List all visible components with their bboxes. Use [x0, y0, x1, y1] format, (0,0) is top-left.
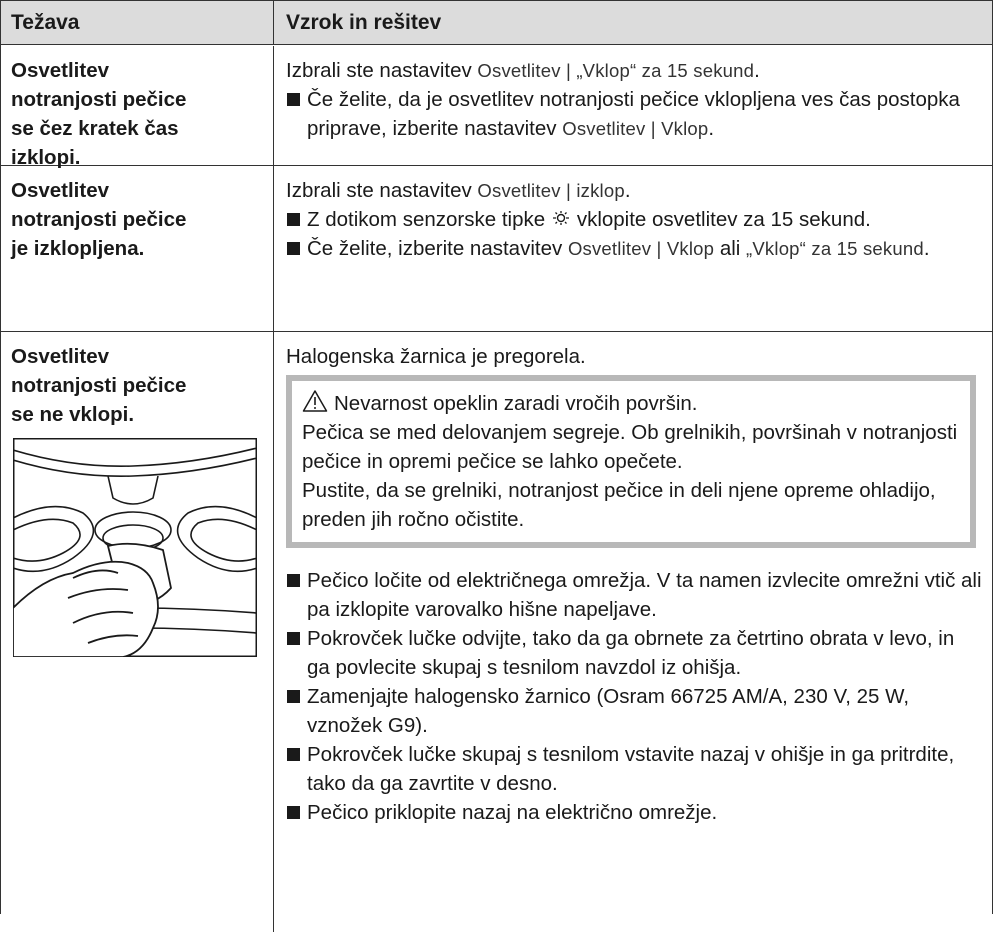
step: Pokrovček lučke skupaj s tesnilom vstavi… [286, 740, 982, 798]
text: ali [714, 237, 747, 260]
step-list: Pečico ločite od električnega omrežja. V… [286, 556, 982, 827]
bullet [287, 806, 300, 819]
warning-title: Nevarnost opeklin zaradi vročih površin. [302, 389, 960, 418]
bullet [287, 93, 300, 106]
header-cell: Vzrok in rešitev [273, 1, 992, 44]
text: Če želite, da je osvetlitev notranjosti … [307, 88, 960, 140]
header-row: Težava Vzrok in rešitev [1, 1, 992, 45]
table-row: Osvetlitev notranjosti pečice se čez kra… [1, 46, 992, 169]
step: Če želite, izberite nastavitev Osvetlite… [286, 234, 982, 263]
solution-cell: Izbrali ste nastavitev Osvetlitev | „Vkl… [273, 46, 992, 165]
step: Pokrovček lučke odvijte, tako da ga obrn… [286, 624, 982, 682]
table-row: Osvetlitev notranjosti pečice je izklopl… [1, 166, 992, 332]
solution-cell: Halogenska žarnica je pregorela. Nevarno… [273, 332, 992, 932]
setting: Osvetlitev | Vklop [567, 238, 715, 259]
text: Pokrovček lučke skupaj s tesnilom vstavi… [307, 743, 955, 795]
bullet [287, 242, 300, 255]
solution-cell: Izbrali ste nastavitev Osvetlitev | izkl… [273, 166, 992, 331]
problem-text: notranjosti pečice [11, 88, 187, 111]
problem-text: se čez kratek čas [11, 117, 179, 140]
text: Če želite, izberite nastavitev [307, 237, 568, 260]
step: Z dotikom senzorske tipke vklopite osvet… [286, 205, 982, 234]
bullet [287, 574, 300, 587]
illustration [13, 438, 257, 657]
warning-icon [302, 390, 328, 412]
bullet [287, 690, 300, 703]
step: Pečico ločite od električnega omrežja. V… [286, 566, 982, 624]
setting: „Vklop“ za 15 sekund [746, 238, 924, 259]
problem-text: se ne vklopi. [11, 403, 135, 426]
problem-text: Osvetlitev [11, 179, 109, 202]
bullet [287, 213, 300, 226]
text: Zamenjajte halogensko žarnico (Osram 667… [307, 685, 910, 737]
text: Z dotikom senzorske tipke [307, 208, 551, 231]
step: Pečico priklopite nazaj na električno om… [286, 798, 982, 827]
cause: Izbrali ste nastavitev Osvetlitev | izkl… [286, 176, 982, 205]
warning-text: Pečica se med delovanjem segreje. Ob gre… [302, 421, 958, 473]
problem-cell: Osvetlitev notranjosti pečice se ne vklo… [1, 342, 273, 429]
problem-text: Osvetlitev [11, 345, 109, 368]
text: . [708, 117, 715, 140]
step: Če želite, da je osvetlitev notranjosti … [286, 85, 982, 143]
text: Izbrali ste nastavitev [286, 59, 478, 82]
setting: Osvetlitev | izklop [477, 180, 625, 201]
cause: Halogenska žarnica je pregorela. [286, 345, 586, 368]
problem-text: notranjosti pečice [11, 374, 187, 397]
setting: Osvetlitev | Vklop [562, 118, 709, 139]
problem-cell: Osvetlitev notranjosti pečice je izklopl… [1, 176, 273, 263]
problem-text: Osvetlitev [11, 59, 109, 82]
warning-text: Pustite, da se grelniki, notranjost peči… [302, 479, 936, 531]
text: vklopite osvetlitev za 15 sekund. [576, 208, 871, 231]
text: . [754, 59, 760, 82]
text: Nevarnost opeklin zaradi vročih površin. [334, 392, 698, 415]
text: . [923, 237, 930, 260]
text: Pečico priklopite nazaj na električno om… [307, 801, 718, 824]
text: Izbrali ste nastavitev [286, 179, 478, 202]
table-row: Osvetlitev notranjosti pečice se ne vklo… [1, 332, 992, 932]
text: . [624, 179, 631, 202]
cause: Izbrali ste nastavitev Osvetlitev | „Vkl… [286, 56, 982, 85]
bullet [287, 748, 300, 761]
step: Zamenjajte halogensko žarnico (Osram 667… [286, 682, 982, 740]
setting: Osvetlitev | „Vklop“ za 15 sekund [477, 60, 755, 81]
warning-box: Nevarnost opeklin zaradi vročih površin.… [286, 375, 976, 548]
problem-text: je izklopljena. [11, 237, 145, 260]
problem-cell: Osvetlitev notranjosti pečice se čez kra… [1, 56, 273, 172]
light-icon [552, 211, 569, 225]
problem-text: izklopi. [11, 146, 81, 169]
bullet [287, 632, 300, 645]
header-cell: Težava [11, 11, 80, 34]
text: Pečico ločite od električnega omrežja. V… [307, 569, 982, 621]
problem-text: notranjosti pečice [11, 208, 187, 231]
text: Pokrovček lučke odvijte, tako da ga obrn… [307, 627, 955, 679]
